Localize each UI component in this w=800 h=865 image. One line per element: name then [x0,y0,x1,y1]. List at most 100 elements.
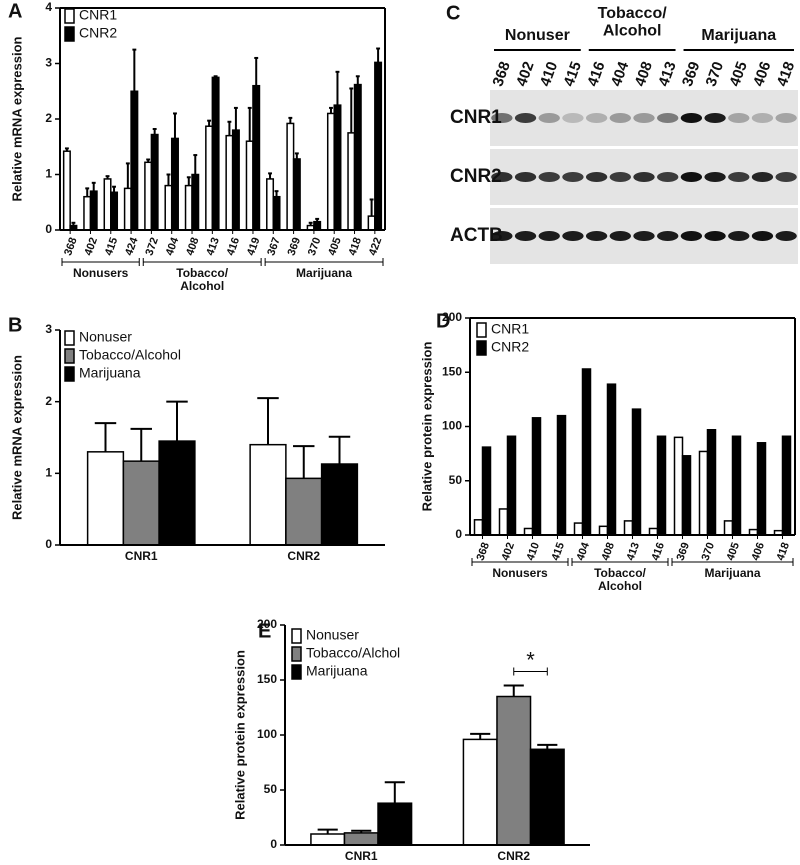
panel-letter: E [258,620,271,642]
y-tick-label: 150 [257,672,277,686]
x-tick-label: 369 [286,236,304,257]
y-tick-label: 4 [45,0,52,14]
legend-swatch [64,330,75,346]
x-tick-label: CNR2 [287,549,320,563]
x-tick-label: 368 [62,236,80,257]
x-tick-label: 424 [123,235,141,257]
bar [598,525,609,536]
error-bar [335,70,340,106]
legend-swatch [291,628,302,644]
error-bar [94,422,117,452]
legend-swatch [64,366,75,382]
blot-band [562,172,584,182]
lane-label: 416 [584,59,609,88]
blot-band [633,113,655,123]
blot-band [514,113,537,123]
bar [320,463,359,546]
lane-label: 410 [537,59,562,88]
error-bar [85,187,90,197]
bar [313,220,322,231]
y-tick-label: 200 [257,617,277,631]
error-bar [274,190,279,197]
error-bar [213,75,218,78]
panel-letter: C [446,2,460,24]
blot-band [514,231,537,241]
y-tick-label: 1 [45,167,52,181]
error-bar [64,147,69,152]
y-axis-label: Relative protein expression [419,342,434,512]
error-bar [152,127,157,135]
bar [374,61,383,231]
x-tick-label: CNR2 [497,849,530,863]
panel-letter: B [8,314,22,336]
bar [122,460,160,546]
lane-label: 368 [489,59,514,88]
error-bar [470,732,491,740]
bar [347,132,356,231]
error-bar [293,445,315,479]
bar [184,184,193,231]
bar [367,215,376,231]
bar [723,520,734,536]
blot-band [680,113,703,123]
bar [606,383,617,536]
blot-band [633,231,655,241]
blot-band [751,231,774,241]
error-bar [125,162,130,189]
text-line: Tobacco/ [598,5,668,22]
x-tick-label: 404 [164,235,182,257]
error-bar [146,158,151,163]
group-label: Tobacco/Alcohol [594,566,646,593]
x-tick-label: 367 [265,236,283,257]
lane-label: 369 [679,59,704,88]
group-label: Tobacco/Alcohol [176,266,228,293]
x-tick-label: 402 [82,236,100,257]
error-bar [71,221,76,226]
error-bar [112,185,116,193]
error-bar [173,112,177,139]
y-tick-label: 2 [45,111,52,125]
error-bar [166,173,171,186]
blot-band [751,113,774,123]
y-axis-label: Relative mRNA expression [9,36,24,201]
bar [150,133,159,231]
error-bar [376,47,381,63]
legend-swatch [291,664,302,680]
blot-band [775,231,797,241]
x-tick-label: 408 [599,541,617,562]
error-bar [247,106,252,142]
x-tick-label: 416 [649,541,667,562]
row-label: ACTB [450,225,503,246]
legend-label: CNR2 [79,25,117,41]
blot-band [704,113,726,123]
bar [473,519,484,536]
bar [756,442,767,536]
error-bar [317,828,338,834]
blot-band [728,113,750,123]
x-tick-label: 415 [103,236,121,257]
blot-band [728,231,750,241]
error-bar [288,116,293,124]
x-tick-label: CNR1 [345,849,378,863]
bar [211,76,220,231]
y-tick-label: 50 [449,473,463,487]
y-axis-label: Relative mRNA expression [9,355,24,520]
y-tick-label: 100 [257,727,277,741]
error-bar [328,435,351,465]
bar [481,446,492,536]
bar [353,83,362,231]
bar [110,191,119,231]
blot-band [562,113,584,123]
bar [164,184,173,231]
blot-band [585,172,608,182]
bar [225,134,234,231]
significance-label: * [526,647,535,672]
lane-label: 418 [774,59,799,88]
x-tick-label: 410 [524,541,542,562]
error-bar [186,176,191,186]
x-tick-label: 419 [245,236,263,257]
lane-label: 370 [703,59,728,88]
lane-label: 413 [655,59,680,88]
error-bar [233,106,238,131]
bar [326,112,335,231]
